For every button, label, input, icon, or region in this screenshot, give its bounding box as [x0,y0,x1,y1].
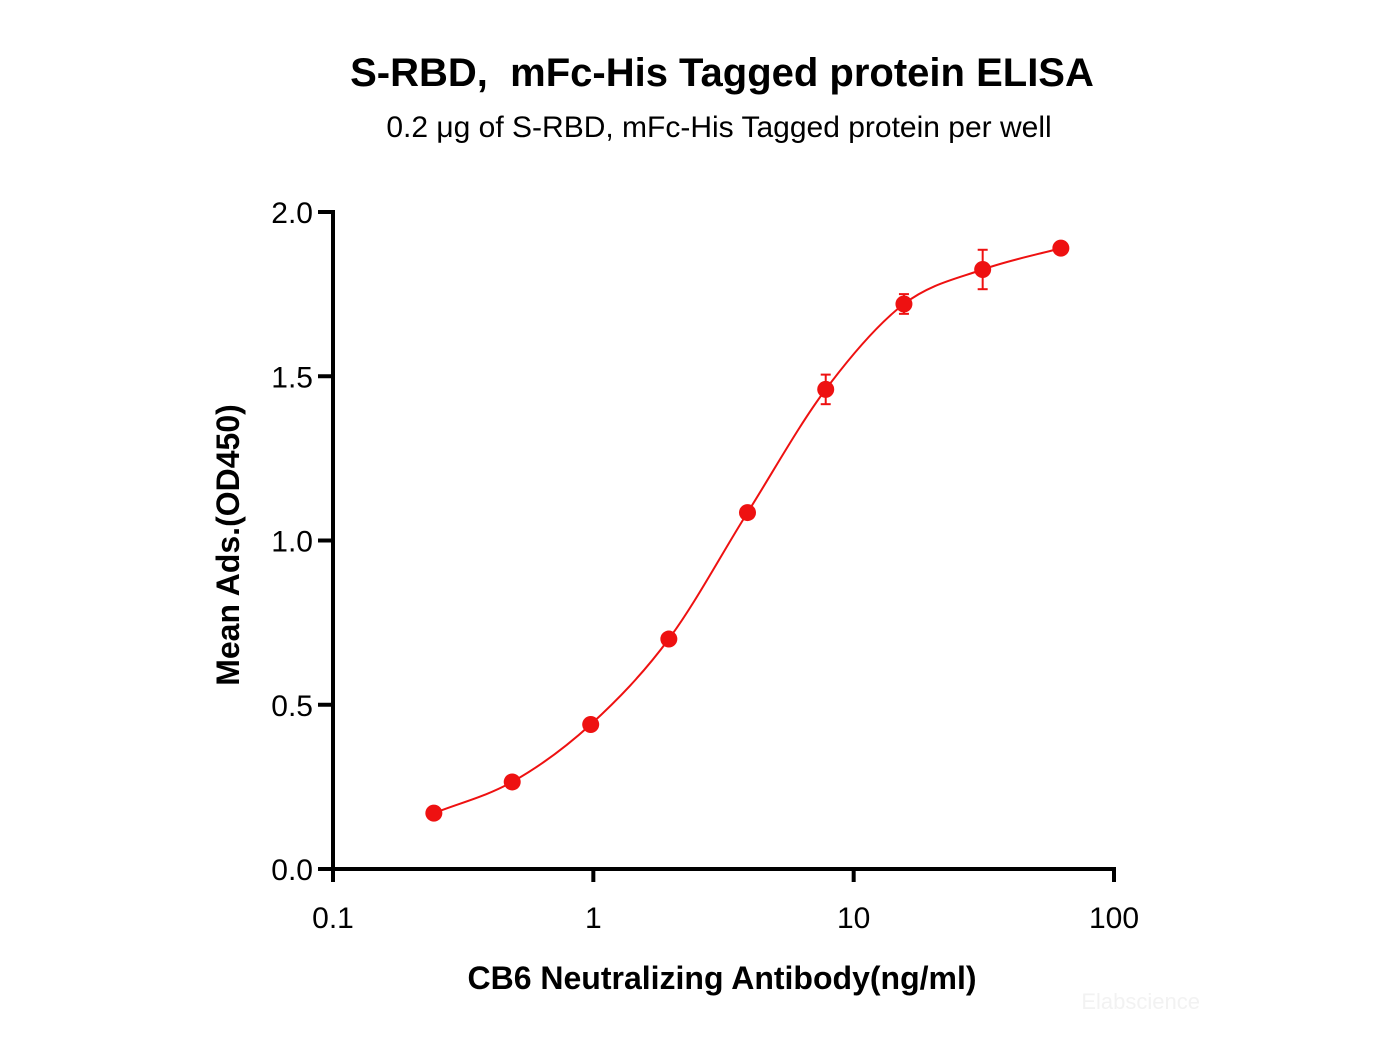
data-point [974,260,992,278]
x-tick-label: 10 [837,902,870,935]
data-point [660,630,678,648]
y-ticks: 0.0 0.5 1.0 1.5 2.0 [271,197,333,887]
x-tick-label: 1 [585,902,602,935]
x-axis-label: CB6 Neutralizing Antibody(ng/ml) [467,960,976,996]
x-ticks: 0.1 1 10 100 [312,869,1139,935]
y-tick-label: 2.0 [271,197,313,230]
data-point [895,295,913,313]
data-point [425,804,443,822]
y-tick-label: 0.5 [271,690,313,723]
data-point [738,504,756,522]
x-tick-label: 100 [1089,902,1139,935]
chart-subtitle: 0.2 μg of S-RBD, mFc-His Tagged protein … [386,111,1051,144]
axes [331,210,1116,871]
data-points [425,239,1070,822]
data-point [1052,239,1070,257]
x-tick-label: 0.1 [312,902,354,935]
y-tick-label: 1.0 [271,526,313,559]
data-point [503,773,521,791]
fit-curve [433,247,1062,815]
y-axis-label: Mean Ads.(OD450) [210,404,246,686]
data-point [817,380,835,398]
watermark: Elabscience [1081,989,1200,1014]
data-point [582,715,600,733]
chart-title: S-RBD, mFc-His Tagged protein ELISA [350,51,1094,95]
y-tick-label: 1.5 [271,361,313,394]
y-tick-label: 0.0 [271,854,313,887]
